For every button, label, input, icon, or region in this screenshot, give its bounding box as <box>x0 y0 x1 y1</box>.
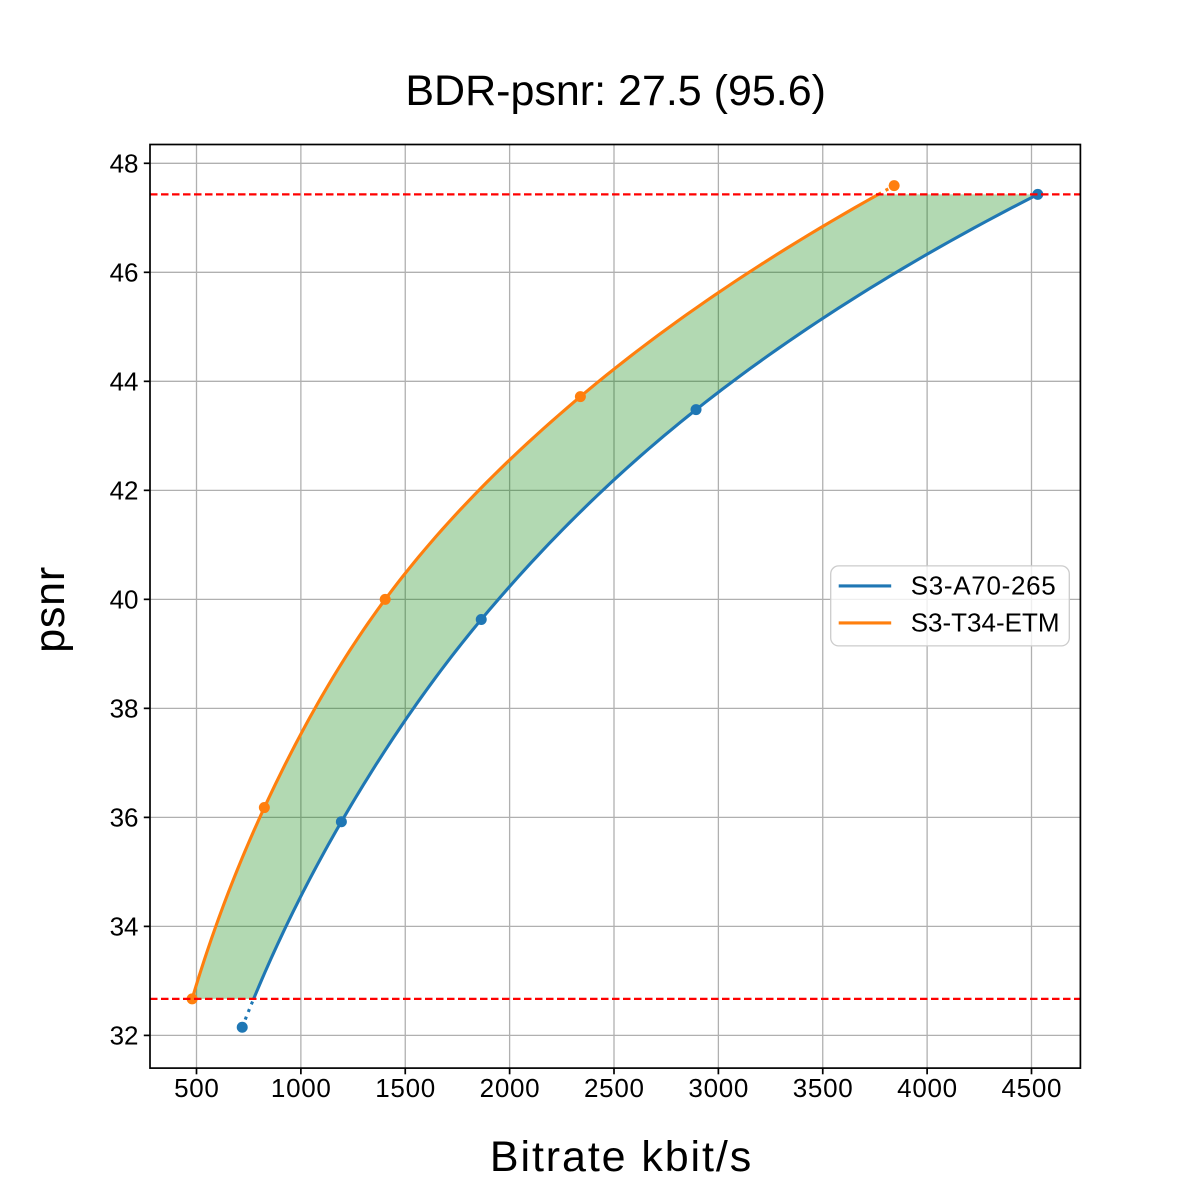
svg-text:4500: 4500 <box>1002 1073 1063 1103</box>
svg-text:S3-T34-ETM: S3-T34-ETM <box>911 608 1060 638</box>
svg-text:46: 46 <box>110 257 139 287</box>
svg-text:psnr: psnr <box>26 566 74 653</box>
svg-text:4000: 4000 <box>897 1073 958 1103</box>
svg-text:2000: 2000 <box>480 1073 541 1103</box>
svg-text:40: 40 <box>110 584 139 614</box>
svg-text:S3-A70-265: S3-A70-265 <box>911 571 1057 601</box>
svg-text:500: 500 <box>174 1073 219 1103</box>
svg-text:44: 44 <box>110 366 139 396</box>
svg-text:1500: 1500 <box>375 1073 436 1103</box>
svg-text:48: 48 <box>110 148 139 178</box>
svg-text:32: 32 <box>110 1020 139 1050</box>
svg-text:36: 36 <box>110 802 139 832</box>
svg-text:2500: 2500 <box>584 1073 645 1103</box>
svg-text:1000: 1000 <box>271 1073 332 1103</box>
svg-text:3000: 3000 <box>688 1073 749 1103</box>
svg-text:42: 42 <box>110 475 139 505</box>
svg-text:BDR-psnr: 27.5 (95.6): BDR-psnr: 27.5 (95.6) <box>405 67 826 115</box>
svg-text:Bitrate kbit/s: Bitrate kbit/s <box>490 1133 753 1181</box>
svg-text:38: 38 <box>110 693 139 723</box>
svg-text:3500: 3500 <box>793 1073 854 1103</box>
svg-text:34: 34 <box>110 911 139 941</box>
